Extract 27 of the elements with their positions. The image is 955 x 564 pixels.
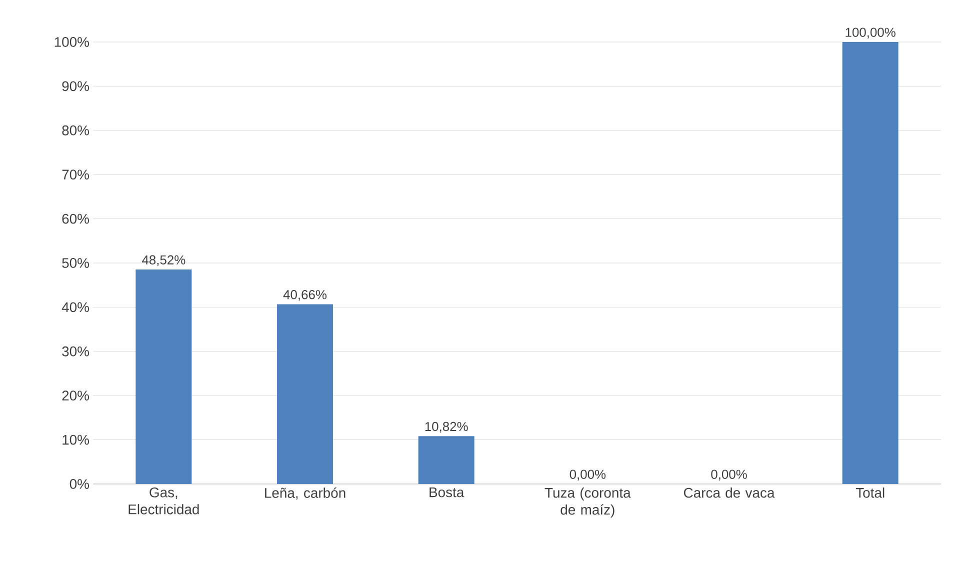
y-tick-label: 70% <box>62 170 89 180</box>
x-tick-label: Gas, Electricidad <box>128 487 199 514</box>
y-tick-label: 10% <box>62 434 89 445</box>
bar <box>136 270 192 484</box>
bar <box>418 436 474 484</box>
y-tick-label: 80% <box>62 125 89 136</box>
data-label: 0,00% <box>711 470 747 480</box>
x-tick-label: Tuza (coronta de maíz) <box>544 488 631 518</box>
x-tick-label: Carca de vaca <box>684 488 775 498</box>
y-tick-label: 0% <box>70 479 89 489</box>
y-tick-label: 90% <box>62 81 89 92</box>
data-label: 40,66% <box>283 290 327 301</box>
data-label: 48,52% <box>142 255 186 266</box>
data-label: 100,00% <box>846 28 896 38</box>
data-label: 0,00% <box>570 470 606 480</box>
bar <box>842 42 898 484</box>
y-tick-label: 100% <box>54 37 89 47</box>
y-tick-label: 60% <box>62 214 89 224</box>
y-tick-label: 20% <box>62 390 89 401</box>
bar <box>277 304 334 484</box>
y-tick-label: 30% <box>62 346 89 356</box>
y-tick-label: 40% <box>62 302 89 312</box>
x-tick-label: Leña, carbón <box>265 487 346 500</box>
x-tick-label: Total <box>856 488 884 498</box>
x-tick-label: Bosta <box>430 488 464 498</box>
y-tick-label: 50% <box>62 258 89 268</box>
data-label: 10,82% <box>425 422 468 433</box>
